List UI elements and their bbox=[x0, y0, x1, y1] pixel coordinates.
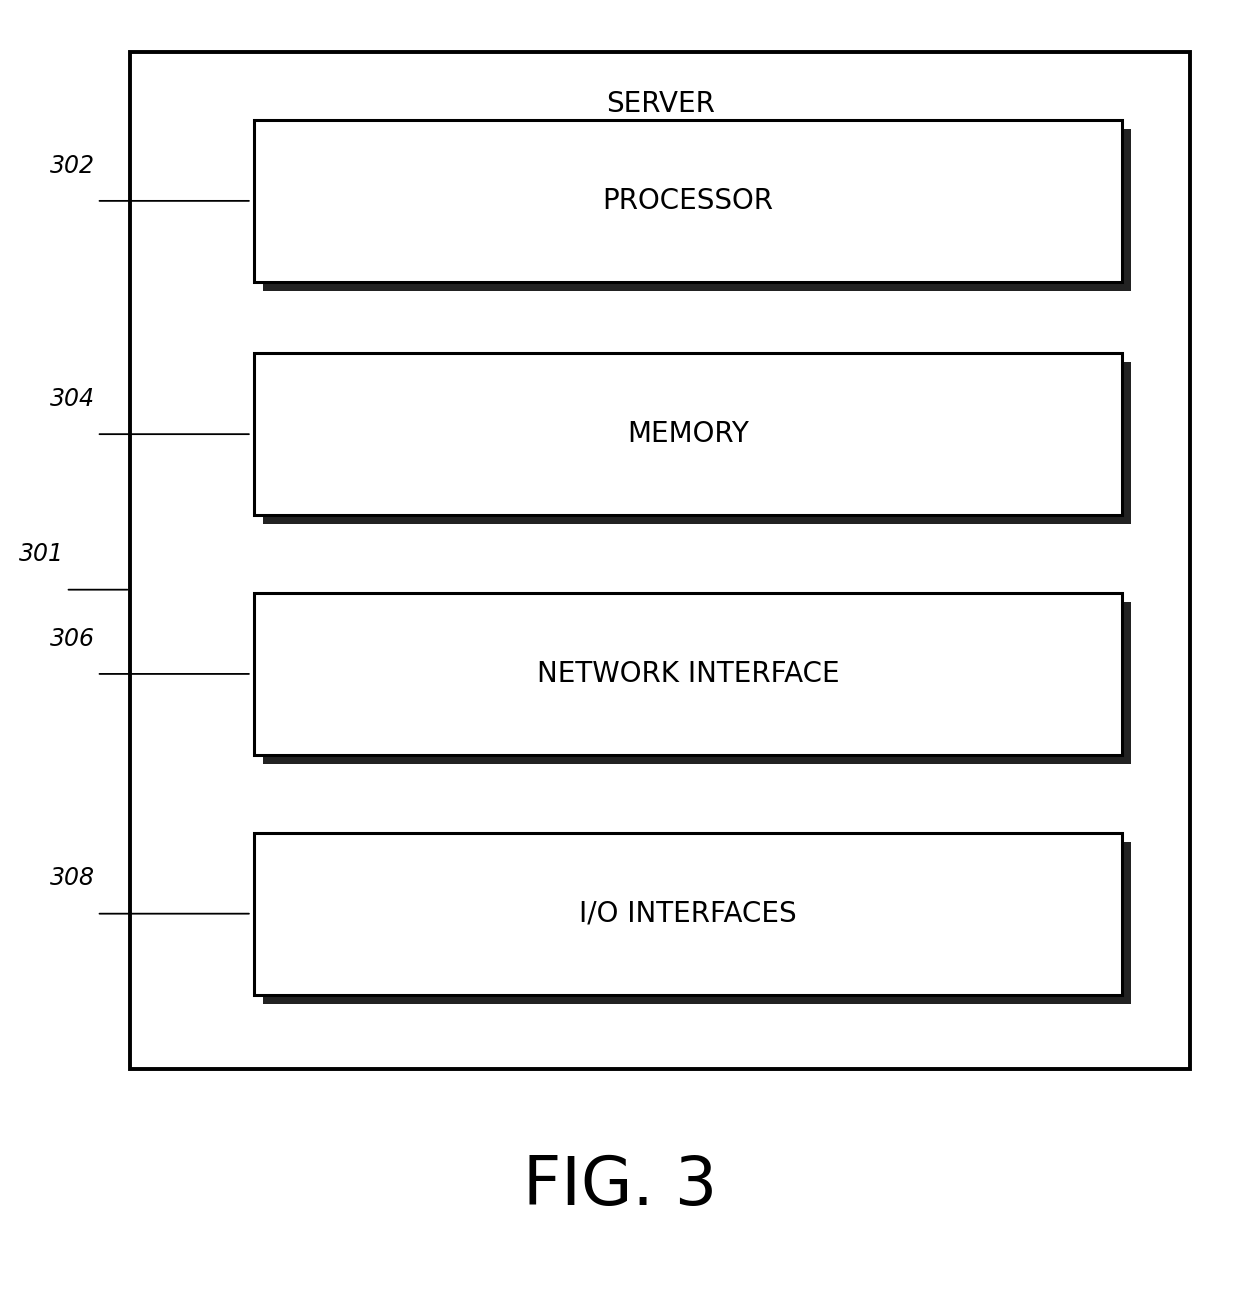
Bar bbox=[254, 353, 1122, 515]
Text: I/O INTERFACES: I/O INTERFACES bbox=[579, 899, 797, 928]
Text: 304: 304 bbox=[50, 386, 94, 411]
Text: PROCESSOR: PROCESSOR bbox=[603, 187, 774, 215]
Text: FIG. 3: FIG. 3 bbox=[523, 1153, 717, 1218]
Text: 301: 301 bbox=[19, 542, 63, 566]
Text: NETWORK INTERFACE: NETWORK INTERFACE bbox=[537, 660, 839, 688]
Bar bbox=[254, 594, 1122, 754]
Bar bbox=[263, 603, 1131, 765]
Text: 306: 306 bbox=[50, 626, 94, 651]
Text: 308: 308 bbox=[50, 866, 94, 890]
Bar bbox=[130, 52, 1190, 1069]
Bar bbox=[263, 362, 1131, 524]
Bar bbox=[263, 130, 1131, 292]
Bar bbox=[254, 121, 1122, 283]
Text: MEMORY: MEMORY bbox=[627, 420, 749, 448]
Bar bbox=[263, 842, 1131, 1003]
Bar bbox=[254, 833, 1122, 995]
Text: 302: 302 bbox=[50, 153, 94, 178]
Text: SERVER: SERVER bbox=[606, 89, 714, 118]
